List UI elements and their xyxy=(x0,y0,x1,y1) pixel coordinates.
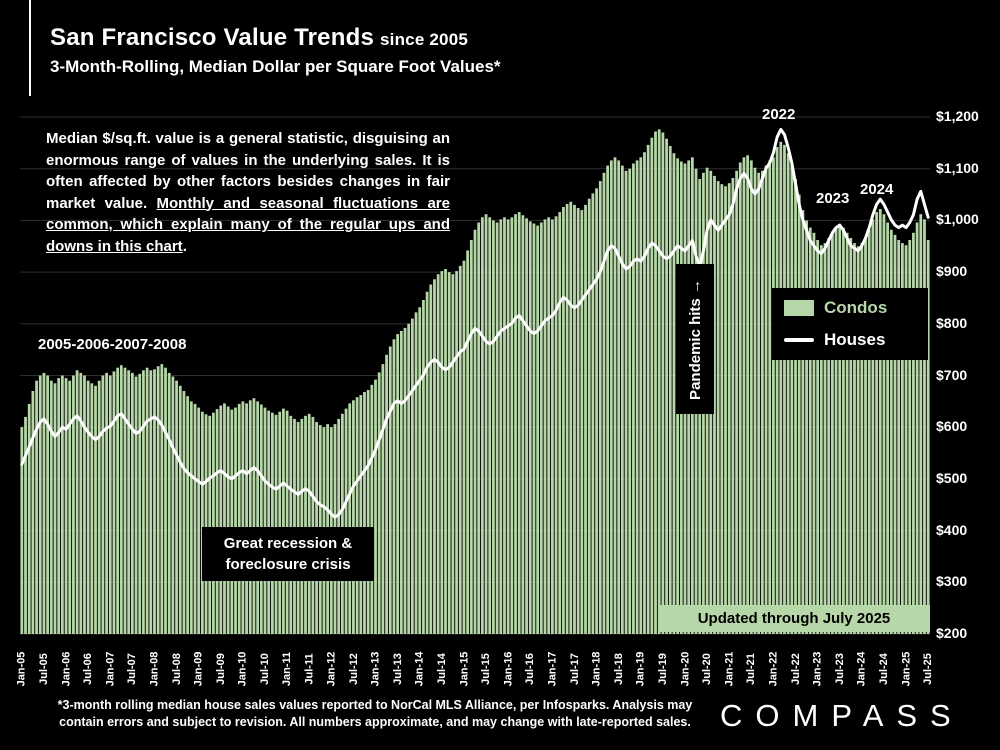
legend-houses: Houses xyxy=(784,330,916,350)
houses-swatch-icon xyxy=(784,338,814,342)
methodology-note: Median $/sq.ft. value is a general stati… xyxy=(46,128,450,257)
note-underline: Monthly and seasonal fluctuations are co… xyxy=(46,194,450,255)
era-label: 2005-2006-2007-2008 xyxy=(38,336,187,353)
recession-line1: Great recession & xyxy=(223,535,353,552)
y-tick-label: $1,100 xyxy=(936,159,979,176)
disclaimer-line2: contain errors and subject to revision. … xyxy=(59,715,691,729)
houses-label: Houses xyxy=(824,330,886,349)
legend-condos: Condos xyxy=(784,298,916,318)
disclaimer-line1: *3-month rolling median house sales valu… xyxy=(57,698,693,712)
accent-line xyxy=(29,0,31,96)
condos-label: Condos xyxy=(824,298,888,317)
y-tick-label: $200 xyxy=(936,625,968,641)
pandemic-label: Pandemic hits → xyxy=(686,278,704,400)
page-title: San Francisco Value Trends since 2005 xyxy=(50,24,501,52)
y-tick-label: $300 xyxy=(936,573,968,590)
header: San Francisco Value Trends since 2005 3-M… xyxy=(50,24,501,77)
y-tick-label: $1,000 xyxy=(936,211,979,228)
y-tick-label: $400 xyxy=(936,521,968,538)
houses-line xyxy=(20,127,930,519)
y-tick-label: $600 xyxy=(936,418,968,435)
label-2023: 2023 xyxy=(816,190,850,207)
footer: *3-month rolling median house sales valu… xyxy=(0,692,1000,750)
y-tick-label: $900 xyxy=(936,263,968,280)
y-tick-label: $1,200 xyxy=(936,108,979,124)
label-2022: 2022 xyxy=(762,106,796,123)
recession-line2: foreclosure crisis xyxy=(225,556,351,573)
updated-banner: Updated through July 2025 xyxy=(658,605,930,632)
note-end: . xyxy=(182,237,187,255)
y-tick-label: $800 xyxy=(936,314,968,331)
title-main: San Francisco Value Trends xyxy=(50,24,374,51)
y-tick-label: $700 xyxy=(936,366,968,383)
x-tick-label: Jul-25 xyxy=(922,653,935,685)
pandemic-callout: Pandemic hits → xyxy=(676,264,714,414)
title-suffix: since 2005 xyxy=(380,30,469,49)
condos-swatch-icon xyxy=(784,300,814,316)
label-2024: 2024 xyxy=(860,181,894,198)
y-tick-label: $500 xyxy=(936,469,968,486)
legend: Condos Houses xyxy=(772,288,928,360)
disclaimer: *3-month rolling median house sales valu… xyxy=(55,697,695,731)
note-main: Median $/sq.ft. value is a general stati… xyxy=(46,130,450,212)
recession-callout: Great recession & foreclosure crisis xyxy=(202,527,374,581)
compass-logo: COMPASS xyxy=(720,698,964,733)
page-subtitle: 3-Month-Rolling, Median Dollar per Squar… xyxy=(50,57,501,76)
